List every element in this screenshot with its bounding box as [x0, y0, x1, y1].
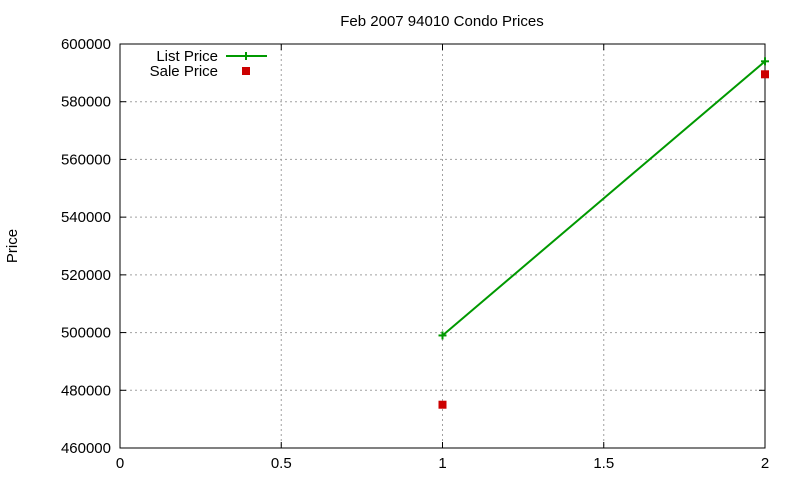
x-tick-label: 1: [438, 455, 446, 472]
y-tick-label: 500000: [61, 325, 111, 342]
y-tick-label: 560000: [61, 151, 111, 168]
data-point-plus: [438, 331, 447, 340]
series: [438, 57, 769, 409]
y-tick-label: 480000: [61, 382, 111, 399]
x-tick-label: 0.5: [271, 455, 292, 472]
legend-marker-square: [242, 67, 250, 75]
legend-label: Sale Price: [150, 63, 218, 80]
y-axis-label: Price: [4, 229, 21, 263]
data-point-square: [438, 400, 447, 409]
x-tick-label: 1.5: [593, 455, 614, 472]
series-sale-price: [438, 70, 769, 409]
series-list-price: [438, 57, 769, 340]
x-tick-label: 2: [761, 455, 769, 472]
y-tick-label: 600000: [61, 36, 111, 53]
legend-item: List Price: [156, 48, 267, 65]
legend-marker-plus: [242, 52, 250, 60]
data-point-plus: [761, 57, 769, 66]
y-tick-label: 460000: [61, 440, 111, 457]
y-tick-label: 540000: [61, 209, 111, 226]
grid: [120, 44, 765, 448]
chart-title: Feb 2007 94010 Condo Prices: [340, 13, 543, 30]
y-tick-label: 520000: [61, 267, 111, 284]
ticks: 0 0.5 1 1.5 2 460000 480000 500000 520000 540000 5…: [61, 36, 769, 472]
legend-label: List Price: [156, 48, 218, 65]
legend-item: Sale Price: [150, 63, 250, 80]
data-point-square: [761, 70, 769, 79]
y-tick-label: 580000: [61, 94, 111, 111]
x-tick-label: 0: [116, 455, 124, 472]
series-line: [441, 60, 766, 337]
